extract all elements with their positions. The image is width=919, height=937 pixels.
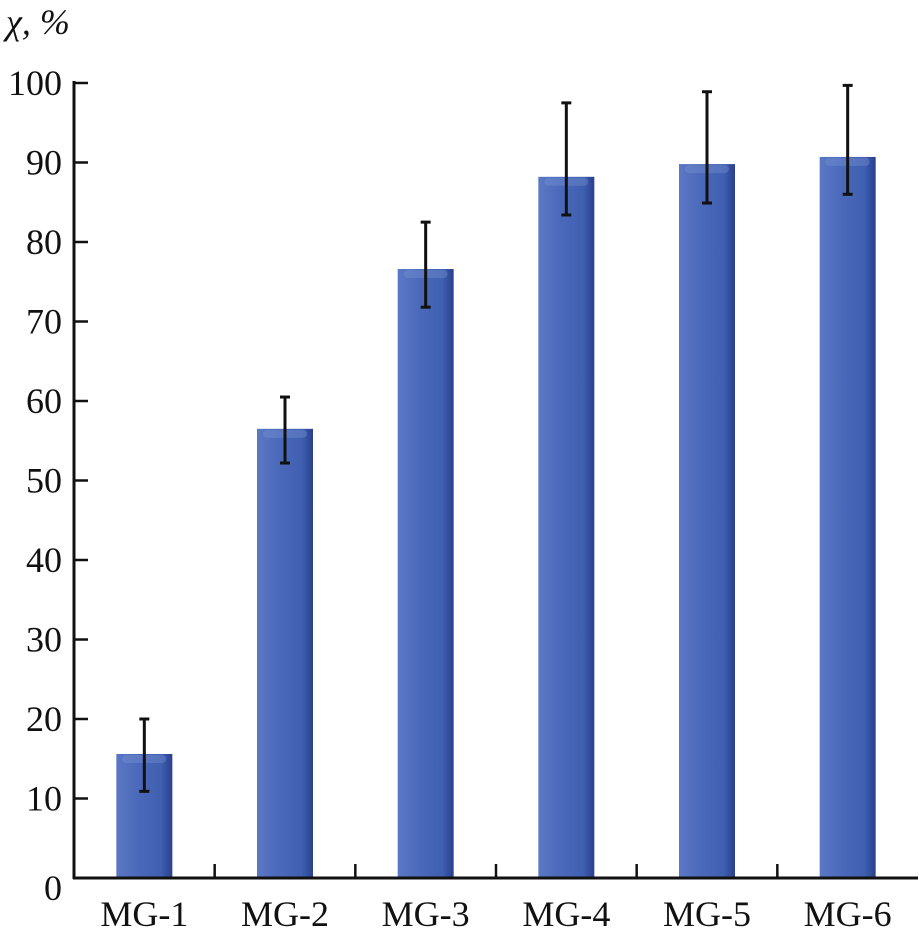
bar bbox=[257, 428, 313, 878]
y-tick-label: 0 bbox=[44, 868, 62, 908]
x-tick-label: MG-1 bbox=[100, 894, 188, 934]
y-tick-label: 10 bbox=[26, 779, 62, 819]
y-tick-label: 40 bbox=[26, 540, 62, 580]
x-tick-label: MG-2 bbox=[241, 894, 329, 934]
x-tick-label: MG-3 bbox=[382, 894, 470, 934]
y-tick-label: 90 bbox=[26, 143, 62, 183]
y-tick-label: 60 bbox=[26, 381, 62, 421]
x-tick-label: MG-4 bbox=[522, 894, 610, 934]
y-tick-label: 80 bbox=[26, 222, 62, 262]
y-tick-label: 30 bbox=[26, 620, 62, 660]
bar bbox=[679, 164, 735, 879]
y-tick-label: 50 bbox=[26, 461, 62, 501]
x-tick-label: MG-5 bbox=[663, 894, 751, 934]
x-tick-label: MG-6 bbox=[804, 894, 892, 934]
y-tick-label: 20 bbox=[26, 699, 62, 739]
bar bbox=[538, 176, 595, 878]
y-tick-label: 100 bbox=[8, 63, 62, 103]
y-axis-label: χ, % bbox=[3, 2, 70, 42]
bar bbox=[819, 156, 876, 878]
y-tick-label: 70 bbox=[26, 302, 62, 342]
bar bbox=[397, 269, 454, 878]
